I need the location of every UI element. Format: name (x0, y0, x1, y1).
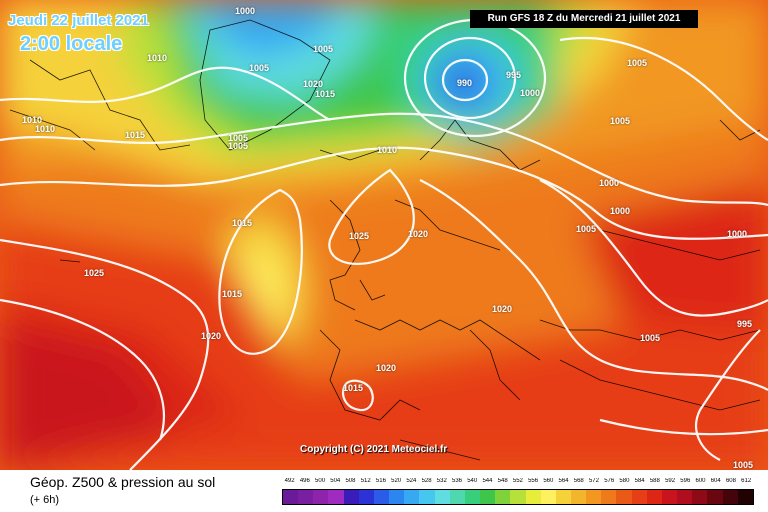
legend-value: 580 (617, 478, 632, 488)
legend-swatch (707, 490, 722, 504)
legend-swatch (571, 490, 586, 504)
legend-swatch (344, 490, 359, 504)
legend-value: 540 (465, 478, 480, 488)
legend-value: 492 (282, 478, 297, 488)
legend-swatch (435, 490, 450, 504)
legend-value: 556 (526, 478, 541, 488)
legend-value: 544 (480, 478, 495, 488)
legend-swatch (328, 490, 343, 504)
date-label: Jeudi 22 juillet 2021 (8, 12, 149, 29)
legend-value: 528 (419, 478, 434, 488)
legend-value: 576 (602, 478, 617, 488)
legend-swatch (495, 490, 510, 504)
legend-value: 516 (373, 478, 388, 488)
legend-value: 532 (434, 478, 449, 488)
legend-labels: 492 496 500 504 508 512 516 520 524 528 532 536 540 5… (282, 478, 754, 488)
copyright: Copyright (C) 2021 Meteociel.fr (300, 444, 447, 455)
footer: Géop. Z500 & pression au sol (+ 6h) 492 4… (0, 470, 768, 512)
legend-value: 608 (723, 478, 738, 488)
legend-value: 612 (739, 478, 754, 488)
legend-swatch (404, 490, 419, 504)
legend-swatch (692, 490, 707, 504)
legend-swatch (510, 490, 525, 504)
legend-value: 572 (586, 478, 601, 488)
legend-swatch (419, 490, 434, 504)
footer-subtitle: (+ 6h) (30, 494, 59, 506)
legend-swatch (313, 490, 328, 504)
legend-swatch (465, 490, 480, 504)
legend-value: 536 (449, 478, 464, 488)
legend-swatch (298, 490, 313, 504)
footer-title: Géop. Z500 & pression au sol (30, 474, 215, 490)
legend-swatch (541, 490, 556, 504)
legend-value: 552 (510, 478, 525, 488)
legend-swatch (616, 490, 631, 504)
legend-value: 596 (678, 478, 693, 488)
legend-value: 592 (662, 478, 677, 488)
legend-value: 564 (556, 478, 571, 488)
legend-value: 604 (708, 478, 723, 488)
legend-swatch (283, 490, 298, 504)
legend-swatch (677, 490, 692, 504)
legend-swatch (359, 490, 374, 504)
legend-swatch (632, 490, 647, 504)
legend-value: 496 (297, 478, 312, 488)
legend-value: 512 (358, 478, 373, 488)
legend-swatch (374, 490, 389, 504)
legend-value: 600 (693, 478, 708, 488)
legend-swatch (556, 490, 571, 504)
legend-value: 568 (571, 478, 586, 488)
color-legend: 492 496 500 504 508 512 516 520 524 528 532 536 540 5… (282, 478, 754, 505)
weather-map: 990 995 1000 1000 1005 1005 1020 1015 10… (0, 0, 768, 470)
legend-value: 500 (312, 478, 327, 488)
legend-swatch (662, 490, 677, 504)
legend-swatch (647, 490, 662, 504)
legend-value: 520 (389, 478, 404, 488)
legend-swatch (601, 490, 616, 504)
legend-value: 588 (647, 478, 662, 488)
legend-swatch (586, 490, 601, 504)
legend-value: 548 (495, 478, 510, 488)
legend-swatch (389, 490, 404, 504)
legend-swatch (480, 490, 495, 504)
legend-swatch (450, 490, 465, 504)
legend-value: 504 (328, 478, 343, 488)
legend-value: 524 (404, 478, 419, 488)
run-label: Run GFS 18 Z du Mercredi 21 juillet 2021 (470, 10, 698, 28)
legend-value: 584 (632, 478, 647, 488)
legend-value: 508 (343, 478, 358, 488)
legend-value: 560 (541, 478, 556, 488)
time-label: 2:00 locale (20, 33, 122, 56)
legend-swatch (738, 490, 753, 504)
legend-bar (282, 489, 754, 505)
legend-swatch (723, 490, 738, 504)
legend-swatch (526, 490, 541, 504)
